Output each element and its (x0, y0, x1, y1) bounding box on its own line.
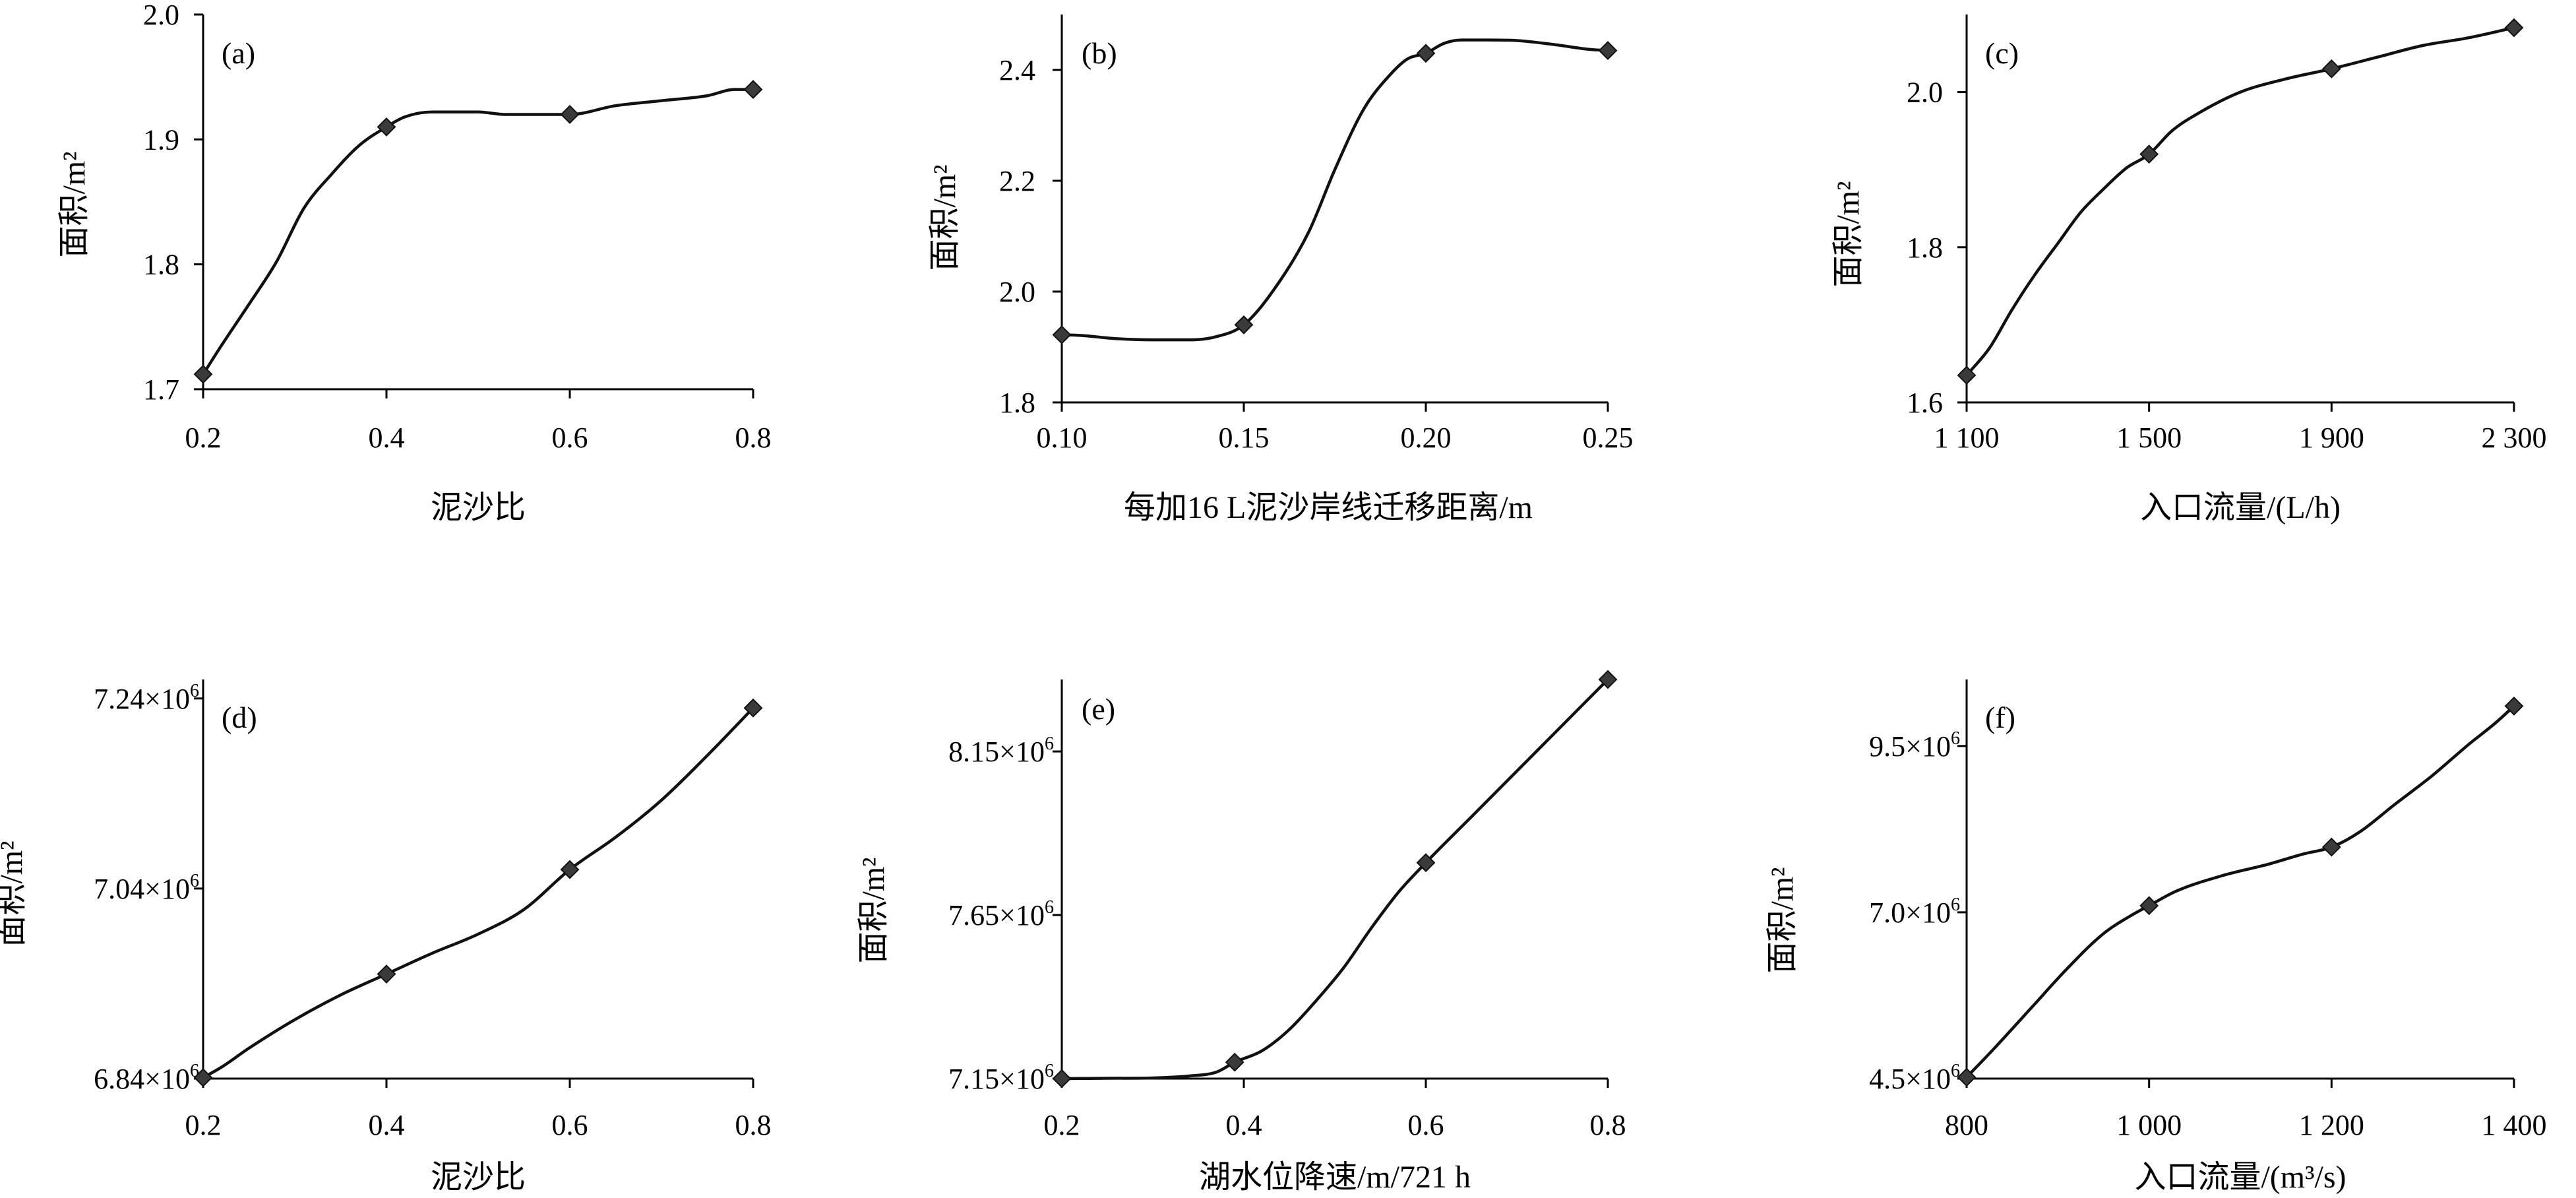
chart-panel-f: 800 1 000 1 200 1 400 4.5×106 7.0×106 9.5×106 (… (1765, 679, 2547, 1195)
x-tick-label: 1 000 (2116, 1109, 2182, 1141)
x-tick-label: 0.4 (369, 422, 405, 454)
y-tick-label: 1.8 (999, 387, 1035, 419)
y-tick-label: 2.4 (999, 54, 1035, 86)
data-point-marker (1052, 325, 1072, 344)
series-line (1061, 38, 1609, 342)
x-axis-title: 湖水位降速/m/721 h (1199, 1160, 1471, 1195)
x-tick-label: 1 200 (2299, 1109, 2364, 1141)
x-tick-label: 0.6 (1408, 1109, 1444, 1141)
panel-label: (c) (1985, 36, 2019, 70)
data-point-marker (1052, 1069, 1072, 1088)
x-tick-label: 0.20 (1401, 422, 1452, 454)
data-point-marker (2139, 144, 2159, 164)
y-tick-label: 7.04×106 (94, 871, 199, 905)
x-tick-label: 1 100 (1934, 422, 2000, 454)
y-tick-label: 1.8 (1907, 232, 1943, 264)
panel-label: (a) (222, 36, 255, 70)
x-axis-title: 入口流量/(m³/s) (2134, 1160, 2346, 1195)
x-axis-title: 泥沙比 (431, 1160, 526, 1195)
chart-panel-b: 0.10 0.15 0.20 0.25 1.8 2.0 2.2 2.4 (b) 每加16 L泥沙岸… (927, 15, 1634, 525)
data-point-marker (2504, 18, 2524, 38)
y-tick-label: 2.0 (999, 276, 1035, 308)
x-axis-title: 泥沙比 (431, 490, 526, 525)
x-tick-label: 0.8 (735, 1109, 772, 1141)
y-tick-label: 9.5×106 (1869, 728, 1960, 763)
y-tick-label: 2.0 (143, 0, 179, 31)
data-point-marker (1957, 1067, 1977, 1087)
x-tick-label: 0.4 (369, 1109, 405, 1141)
series-line (202, 88, 753, 375)
data-point-marker (1416, 853, 1436, 873)
data-point-marker (1598, 41, 1618, 61)
y-tick-label: 1.9 (143, 123, 179, 156)
x-tick-label: 1 400 (2482, 1109, 2547, 1141)
y-axis-title: 面积/m² (0, 840, 29, 947)
x-tick-label: 0.2 (185, 422, 222, 454)
y-tick-label: 7.24×106 (94, 681, 199, 715)
x-tick-label: 0.8 (735, 422, 772, 454)
x-tick-label: 1 500 (2116, 422, 2182, 454)
data-point-marker (1234, 315, 1254, 334)
x-axis-title: 每加16 L泥沙岸线迁移距离/m (1124, 490, 1533, 525)
panel-label: (d) (222, 701, 257, 734)
panel-label: (b) (1082, 36, 1117, 70)
x-tick-label: 0.8 (1590, 1109, 1626, 1141)
data-point-marker (743, 698, 763, 718)
data-point-marker (560, 105, 580, 124)
chart-panel-a: 0.2 0.4 0.6 0.8 1.7 1.8 1.9 2.0 (a) 泥沙比 面积/m² (57, 0, 772, 525)
x-tick-label: 0.2 (185, 1109, 222, 1141)
y-tick-label: 1.6 (1907, 387, 1943, 419)
x-tick-label: 800 (1945, 1109, 1988, 1141)
data-point-marker (1598, 670, 1618, 689)
data-point-marker (1957, 365, 1977, 385)
x-tick-label: 0.2 (1044, 1109, 1080, 1141)
data-point-marker (377, 117, 396, 137)
y-tick-label: 1.8 (143, 249, 179, 281)
x-tick-label: 0.6 (552, 1109, 588, 1141)
y-tick-label: 8.15×106 (948, 734, 1054, 768)
panel-label: (f) (1985, 701, 2015, 734)
x-tick-label: 0.4 (1226, 1109, 1262, 1141)
y-tick-label: 6.84×106 (94, 1061, 199, 1095)
data-point-marker (2504, 696, 2524, 716)
y-axis-title: 面积/m² (1765, 867, 1800, 973)
x-tick-label: 0.15 (1219, 422, 1270, 454)
y-axis-title: 面积/m² (57, 151, 92, 257)
data-point-marker (1225, 1052, 1244, 1072)
x-tick-label: 1 900 (2299, 422, 2364, 454)
x-axis-title: 入口流量/(L/h) (2140, 490, 2341, 525)
data-point-marker (743, 80, 763, 100)
y-tick-label: 7.65×106 (948, 897, 1054, 931)
panel-label: (e) (1082, 692, 1115, 726)
chart-panel-d: 0.2 0.4 0.6 0.8 6.84×106 7.04×106 7.24×106 (d) 泥… (0, 679, 772, 1195)
chart-panel-c: 1 100 1 500 1 900 2 300 1.6 1.8 2.0 (c) 入口流量/(L/… (1831, 15, 2547, 525)
series-line (1061, 678, 1609, 1081)
data-point-marker (377, 964, 396, 984)
series-line (202, 707, 754, 1079)
y-axis-title: 面积/m² (856, 857, 891, 963)
y-tick-label: 4.5×106 (1869, 1061, 1960, 1095)
y-tick-label: 2.0 (1907, 77, 1943, 109)
x-tick-label: 0.6 (552, 422, 588, 454)
chart-panel-e: 0.2 0.4 0.6 0.8 7.15×106 7.65×106 8.15×106 (e) 湖… (856, 670, 1626, 1195)
data-point-marker (560, 860, 580, 879)
data-point-marker (2321, 837, 2341, 857)
y-axis-title: 面积/m² (1831, 181, 1866, 287)
series-line (1965, 26, 2515, 377)
data-point-marker (2139, 896, 2159, 916)
data-point-marker (193, 1068, 213, 1087)
x-tick-label: 2 300 (2482, 422, 2547, 454)
series-line (1965, 705, 2515, 1079)
data-point-marker (1416, 44, 1436, 63)
data-point-marker (2321, 59, 2341, 79)
y-tick-label: 2.2 (999, 165, 1035, 197)
data-point-marker (193, 364, 213, 384)
y-axis-title: 面积/m² (927, 164, 962, 270)
x-tick-label: 0.10 (1037, 422, 1088, 454)
y-tick-label: 1.7 (143, 373, 179, 406)
y-tick-label: 7.0×106 (1869, 895, 1960, 929)
y-tick-label: 7.15×106 (948, 1061, 1054, 1095)
x-tick-label: 0.25 (1583, 422, 1634, 454)
